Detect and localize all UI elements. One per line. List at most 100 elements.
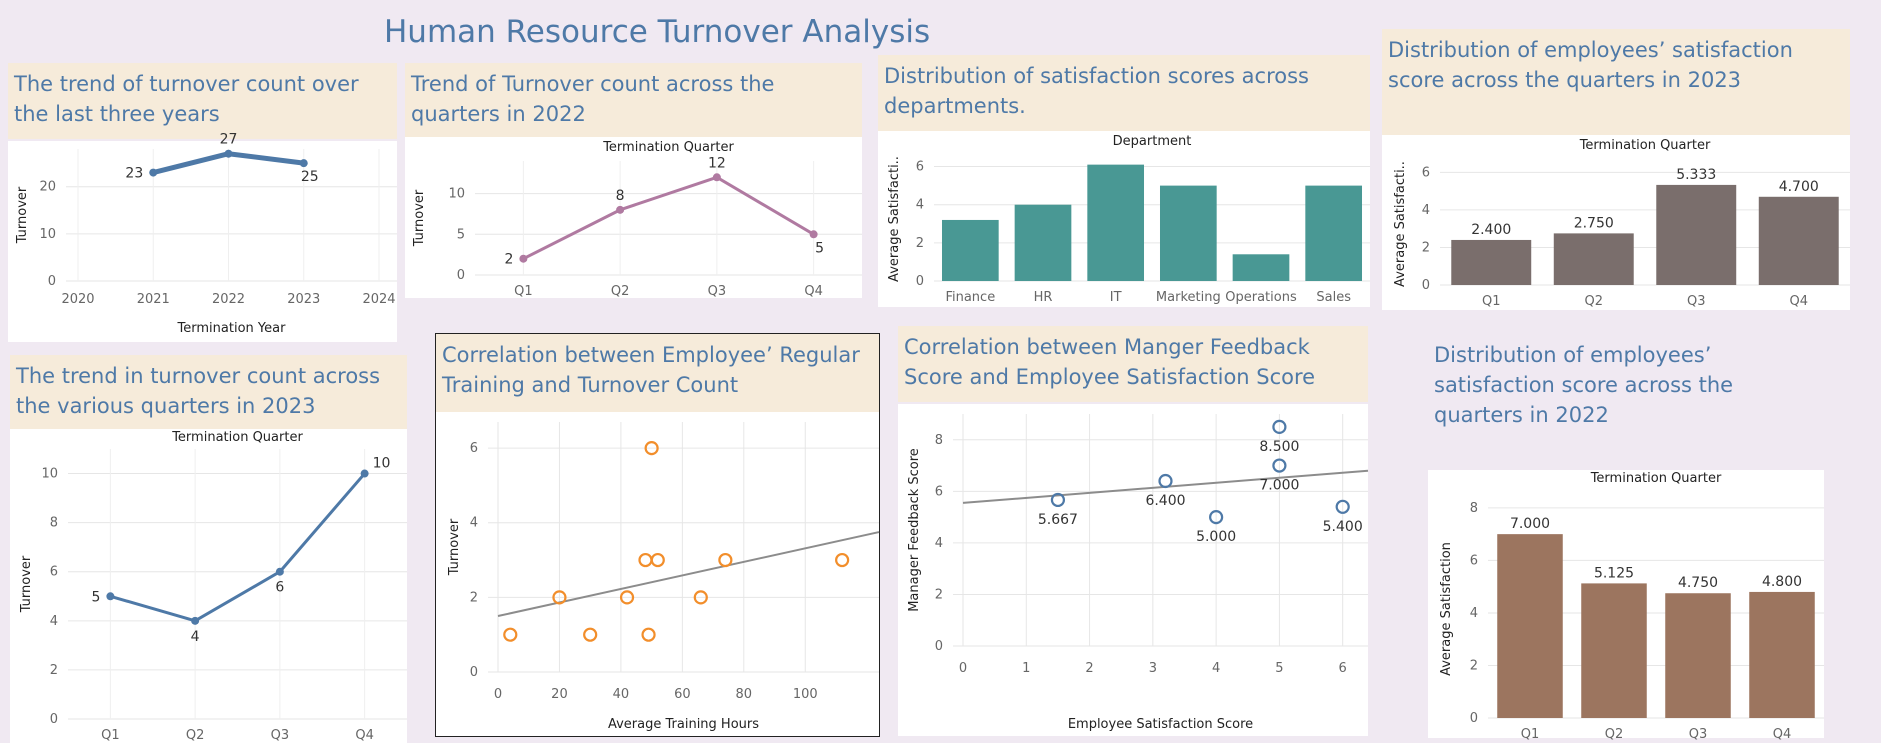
x-tick-label: Q1: [101, 728, 120, 743]
y-tick-label: 5: [457, 227, 465, 242]
y-tick-label: 6: [470, 441, 478, 456]
y-tick-label: 20: [39, 180, 56, 195]
data-point: [552, 590, 567, 605]
panel-title: Correlation between Employee’ Regular Tr…: [436, 334, 879, 412]
panel-satisfaction-by-department: Distribution of satisfaction scores acro…: [878, 55, 1370, 307]
data-label: 5.667: [1038, 512, 1078, 528]
x-tick-label: Finance: [945, 290, 995, 305]
panel-turnover-by-year: The trend of turnover count over the las…: [8, 63, 397, 342]
x-tick-label: Q4: [355, 728, 374, 743]
bar: [1014, 204, 1072, 281]
panel-title: Distribution of employees’ satisfaction …: [1434, 343, 1734, 427]
data-label: 8.500: [1259, 439, 1299, 455]
y-tick-label: 2: [470, 590, 478, 605]
x-tick-label: 40: [613, 687, 630, 702]
data-point: [619, 590, 635, 605]
data-point: [616, 205, 625, 214]
x-tick-label: 2024: [362, 292, 395, 307]
data-label: 4.800: [1762, 574, 1802, 590]
y-tick-label: 10: [448, 187, 465, 202]
data-point: [641, 627, 656, 642]
chart-header: Termination Quarter: [1579, 138, 1711, 153]
data-point: [644, 441, 659, 456]
x-tick-label: Q1: [1482, 294, 1501, 309]
y-tick-label: 6: [1422, 165, 1430, 180]
y-tick-label: 4: [470, 516, 478, 531]
panel-title: The trend of turnover count over the las…: [8, 63, 397, 139]
data-point: [1272, 419, 1287, 434]
chart-area: Termination Quarter Average Satisfaction 0…: [1428, 470, 1824, 742]
x-tick-label: Q4: [804, 284, 823, 299]
x-tick-label: 2023: [287, 292, 320, 307]
y-axis-label: Turnover: [19, 555, 34, 613]
y-tick-label: 4: [916, 198, 924, 213]
x-tick-label: 2021: [137, 292, 170, 307]
panel-turnover-quarters-2023: The trend in turnover count across the v…: [10, 355, 407, 743]
y-tick-label: 4: [1470, 606, 1478, 621]
y-tick-label: 2: [935, 587, 943, 602]
data-point: [503, 627, 518, 642]
x-tick-label: 60: [674, 687, 691, 702]
chart-area: Turnover 0 10 20 2020 2021 2022 2023 2024 23 27 25 T…: [8, 132, 397, 342]
x-tick-label: 2022: [212, 292, 245, 307]
data-label: 5: [815, 240, 824, 256]
data-label: 27: [220, 132, 238, 148]
data-point: [224, 149, 233, 158]
data-point: [106, 592, 115, 601]
y-tick-label: 8: [50, 516, 58, 531]
bar: [1553, 233, 1634, 285]
data-point: [693, 590, 708, 605]
panel-feedback-vs-satisfaction: Correlation between Manger Feedback Scor…: [898, 326, 1369, 736]
trend-line: [497, 531, 880, 618]
turnover-quarters-2022-chart: Termination Quarter Turnover 0 5 10 Q1 Q2 Q3 Q4 2…: [412, 140, 862, 299]
x-tick-label: HR: [1034, 290, 1053, 305]
data-point: [1158, 473, 1173, 489]
data-point: [809, 230, 818, 239]
x-tick-label: 100: [793, 687, 818, 702]
y-tick-label: 10: [41, 467, 58, 482]
bar: [1665, 593, 1731, 718]
x-tick-label: Q2: [186, 728, 205, 743]
data-point: [1335, 499, 1350, 514]
y-tick-label: 6: [50, 565, 58, 580]
data-label: 10: [373, 456, 391, 472]
x-tick-label: Q3: [708, 284, 727, 299]
y-tick-label: 6: [916, 160, 924, 175]
bar: [1656, 184, 1737, 285]
data-point: [299, 159, 308, 168]
panel-training-vs-turnover: Correlation between Employee’ Regular Tr…: [435, 333, 880, 737]
bar: [1087, 164, 1145, 281]
data-point: [718, 552, 733, 568]
y-tick-label: 2: [1470, 658, 1478, 673]
y-tick-label: 0: [457, 268, 465, 283]
bar: [1159, 185, 1217, 281]
y-axis-label: Manager Feedback Score: [907, 448, 922, 612]
data-point: [638, 552, 653, 568]
x-tick-label: Q4: [1773, 727, 1792, 742]
bar: [941, 219, 999, 281]
panel-turnover-quarters-2022: Trend of Turnover count across the quart…: [405, 63, 862, 299]
x-tick-label: Q2: [1605, 727, 1624, 742]
feedback-vs-satisfaction-chart: Manager Feedback Score 0 2 4 6 8 0 1 2 3 4 5 6 5.667 6…: [907, 414, 1369, 732]
y-tick-label: 8: [935, 433, 943, 448]
data-point: [360, 469, 369, 478]
y-axis-label: Turnover: [447, 518, 462, 576]
y-tick-label: 0: [470, 665, 478, 680]
data-point: [1272, 458, 1287, 473]
turnover-quarters-2023-chart: Termination Quarter Turnover 0 2 4 6 8 10 Q1 Q2 Q3…: [19, 430, 407, 743]
chart-header: Termination Quarter: [171, 430, 303, 445]
x-tick-label: Q3: [1687, 294, 1706, 309]
y-axis-label: Average Satisfacti..: [887, 156, 902, 282]
data-point: [519, 254, 528, 263]
x-tick-label: 0: [959, 661, 967, 676]
x-tick-label: Operations: [1225, 290, 1297, 305]
y-tick-label: 2: [916, 236, 924, 251]
panel-title: The trend in turnover count across the v…: [10, 355, 407, 429]
x-tick-label: 4: [1212, 661, 1220, 676]
chart-area: Turnover 0 2 4 6 0 20 40 60 80 100 Average Training…: [436, 412, 880, 736]
x-tick-label: Q4: [1789, 294, 1808, 309]
data-point: [1209, 510, 1224, 525]
data-label: 5.400: [1323, 519, 1363, 535]
series-line: [522, 175, 815, 261]
